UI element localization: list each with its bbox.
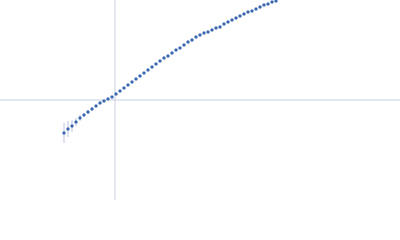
point (118, 89, 122, 93)
point (202, 31, 206, 35)
point (158, 59, 162, 63)
point (90, 107, 94, 111)
point (198, 33, 202, 37)
point (150, 65, 154, 69)
point (98, 101, 102, 105)
point (170, 51, 174, 55)
point (238, 14, 242, 18)
point (266, 2, 270, 6)
point (166, 54, 170, 58)
point (94, 104, 98, 108)
point (270, 0, 274, 4)
point (154, 62, 158, 66)
point (82, 113, 86, 117)
point (250, 9, 254, 13)
point (106, 97, 110, 101)
point (218, 25, 222, 29)
point (182, 43, 186, 47)
point (70, 124, 74, 128)
point (230, 18, 234, 22)
point (274, 0, 278, 3)
point (86, 110, 90, 114)
point (162, 56, 166, 60)
chart (0, 0, 400, 200)
point (194, 35, 198, 39)
point (214, 26, 218, 30)
point (110, 95, 114, 99)
point (254, 7, 258, 11)
point (142, 71, 146, 75)
point (222, 22, 226, 26)
point (122, 86, 126, 90)
point (62, 131, 66, 135)
point (134, 77, 138, 81)
point (78, 116, 82, 120)
point (190, 38, 194, 42)
point (126, 83, 130, 87)
point (186, 40, 190, 44)
point (262, 3, 266, 7)
point (242, 12, 246, 16)
point (258, 5, 262, 9)
point (114, 92, 118, 96)
point (130, 80, 134, 84)
point (226, 20, 230, 24)
point (66, 127, 70, 131)
point (138, 74, 142, 78)
point (234, 16, 238, 20)
point (146, 68, 150, 72)
point (174, 48, 178, 52)
point (178, 46, 182, 50)
point (206, 30, 210, 34)
point (210, 28, 214, 32)
point (74, 120, 78, 124)
point (102, 99, 106, 103)
point (246, 10, 250, 14)
